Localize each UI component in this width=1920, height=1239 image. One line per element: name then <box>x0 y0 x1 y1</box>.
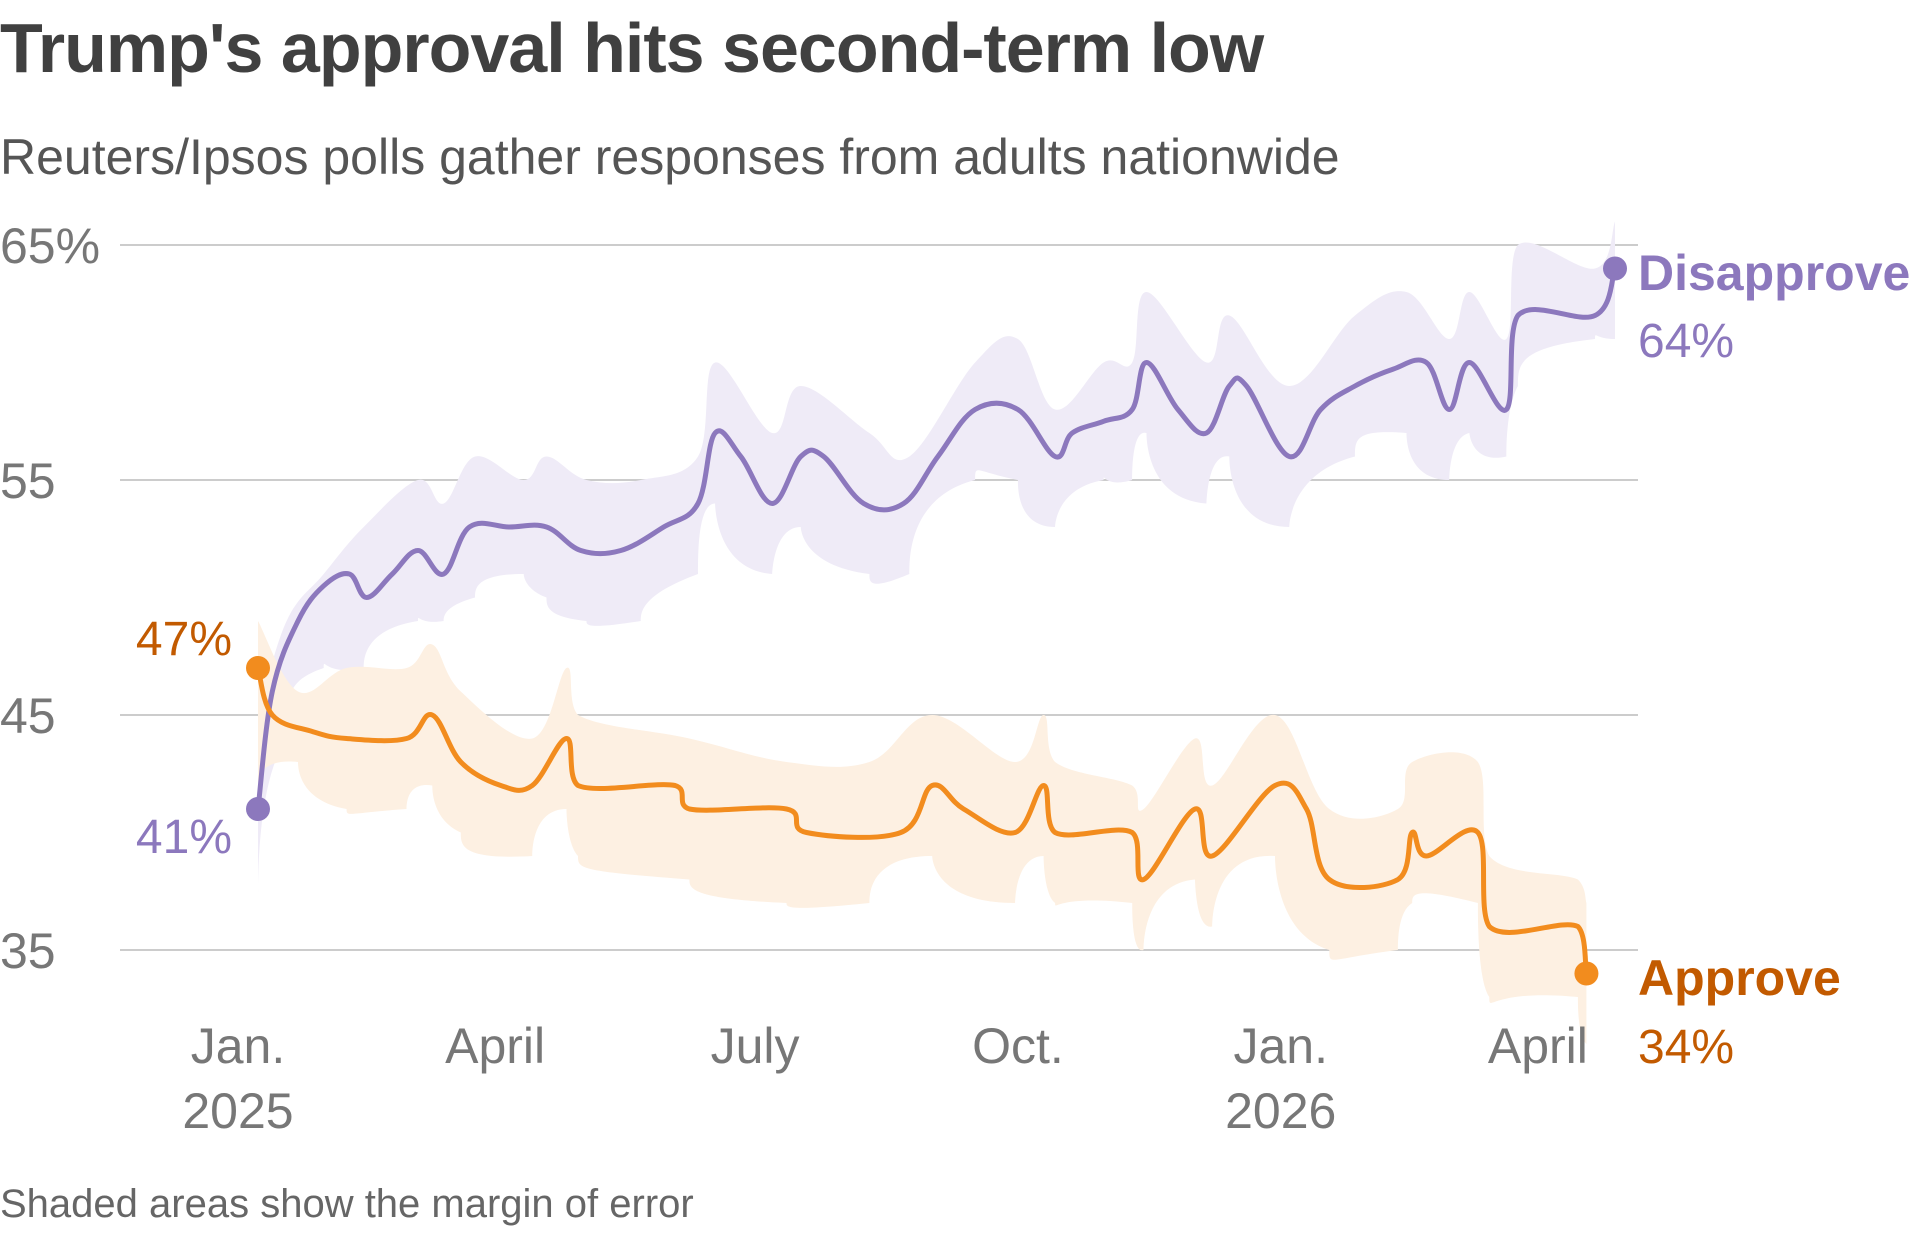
chart-subtitle: Reuters/Ipsos polls gather responses fro… <box>0 129 1340 185</box>
x-tick-label: Jan. <box>191 1018 286 1074</box>
approve-margin-band <box>258 621 1587 1044</box>
disapprove-start-point <box>246 797 270 821</box>
series-lines <box>255 266 1618 976</box>
chart-title: Trump's approval hits second-term low <box>0 9 1264 87</box>
series-endpoints <box>246 256 1627 986</box>
y-tick-label: 45 <box>0 688 56 744</box>
approve-start-value: 47% <box>136 613 232 666</box>
x-tick-label: Oct. <box>972 1018 1064 1074</box>
x-tick-label: Jan. <box>1233 1018 1328 1074</box>
x-tick-label: April <box>1488 1018 1588 1074</box>
margin-bands <box>258 221 1615 1044</box>
disapprove-start-value: 41% <box>136 811 232 864</box>
x-tick-sublabel: 2025 <box>182 1083 293 1139</box>
y-tick-label: 55 <box>0 453 56 509</box>
y-tick-label: 65% <box>0 218 100 274</box>
disapprove-margin-band <box>258 221 1615 903</box>
y-tick-label: 35 <box>0 923 56 979</box>
chart-labels: 65% 55 45 35 Jan. 2025 April July Oct. Jan. 2026 Ap… <box>0 218 1910 1139</box>
x-tick-label: July <box>711 1018 800 1074</box>
approve-series-label: Approve <box>1638 950 1841 1006</box>
approve-end-value: 34% <box>1638 1021 1734 1074</box>
disapprove-series-label: Disapprove <box>1638 245 1910 301</box>
disapprove-end-point <box>1603 256 1627 281</box>
approve-end-point <box>1574 961 1599 986</box>
x-tick-sublabel: 2026 <box>1225 1083 1336 1139</box>
approve-start-point <box>246 656 270 680</box>
chart-footnote: Shaded areas show the margin of error <box>0 1182 694 1226</box>
disapprove-end-value: 64% <box>1638 315 1734 368</box>
x-tick-label: April <box>445 1018 545 1074</box>
approve-line <box>255 665 1589 976</box>
disapprove-line <box>255 266 1618 812</box>
